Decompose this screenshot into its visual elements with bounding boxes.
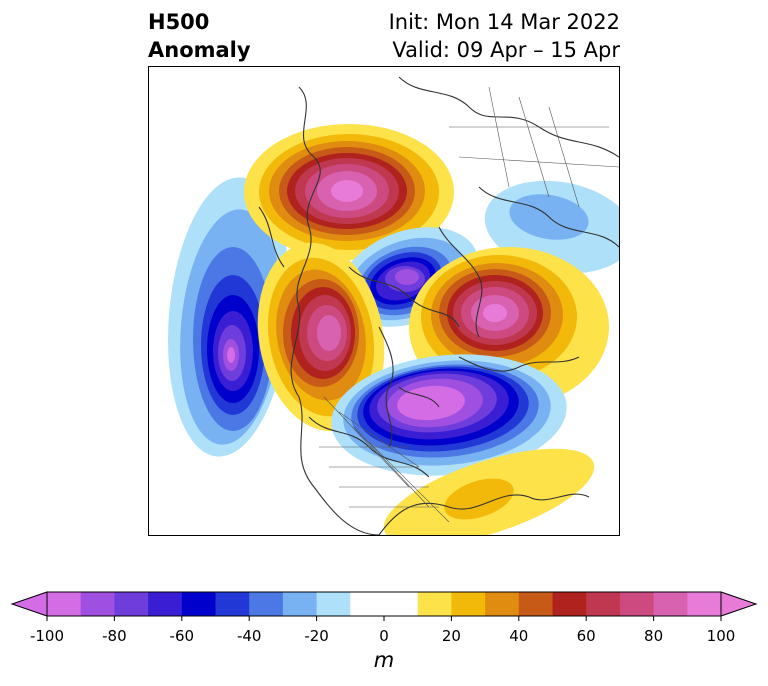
colorbar-swatch <box>80 592 115 616</box>
colorbar-tick-label: -100 <box>29 627 65 645</box>
colorbar-tick-label: -40 <box>236 627 262 645</box>
colorbar-svg <box>10 591 758 621</box>
colorbar-tick-label: 40 <box>509 627 529 645</box>
field-kind: Anomaly <box>148 38 251 62</box>
country-borders <box>319 86 619 523</box>
colorbar-arrow-max <box>720 591 758 617</box>
colorbar-swatch <box>653 592 688 616</box>
anomaly-arctic-ridge <box>244 124 454 260</box>
anomaly-map <box>148 66 620 536</box>
colorbar-tick-label: -80 <box>102 627 127 645</box>
colorbar-swatch <box>181 592 216 616</box>
anomaly-western-canada-ridge <box>257 242 385 432</box>
colorbar-swatch <box>215 592 250 616</box>
anomaly-ne-pacific-trough <box>167 177 291 457</box>
colorbar-tick-label: -20 <box>304 627 329 645</box>
colorbar-swatch <box>249 592 284 616</box>
init-time: Init: Mon 14 Mar 2022 <box>388 10 620 34</box>
anomaly-europe-trough <box>331 354 567 476</box>
colorbar-tick-label: -60 <box>169 627 195 645</box>
colorbar-swatch <box>687 592 722 616</box>
colorbar-swatch <box>47 592 82 616</box>
valid-range: Valid: 09 Apr – 15 Apr <box>392 38 620 62</box>
colorbar-swatch <box>384 592 419 616</box>
colorbar-swatch <box>485 592 520 616</box>
colorbar-swatch <box>586 592 621 616</box>
colorbar-tick-label: 80 <box>644 627 664 645</box>
colorbar-swatch <box>350 592 385 616</box>
colorbar-tick-label: 60 <box>576 627 596 645</box>
title-right: Init: Mon 14 Mar 2022 Valid: 09 Apr – 15… <box>389 8 620 64</box>
colorbar-swatch <box>282 592 318 616</box>
colorbar-swatch <box>148 592 183 616</box>
colorbar-unit-label: m <box>373 648 395 672</box>
colorbar-arrow-min <box>10 591 48 617</box>
colorbar-swatch <box>417 592 452 616</box>
title-left: H500 Anomaly <box>148 8 251 64</box>
colorbar-tick-label: 0 <box>379 627 389 645</box>
colorbar-tick-label: 100 <box>706 627 736 645</box>
field-name: H500 <box>148 10 210 34</box>
colorbar <box>0 580 768 680</box>
colorbar-swatch <box>518 592 553 616</box>
colorbar-swatch <box>619 592 655 616</box>
colorbar-tick-label: 20 <box>441 627 461 645</box>
map-svg <box>167 76 619 535</box>
colorbar-swatch <box>552 592 587 616</box>
colorbar-swatch <box>451 592 486 616</box>
colorbar-swatch <box>114 592 149 616</box>
colorbar-swatch <box>316 592 351 616</box>
